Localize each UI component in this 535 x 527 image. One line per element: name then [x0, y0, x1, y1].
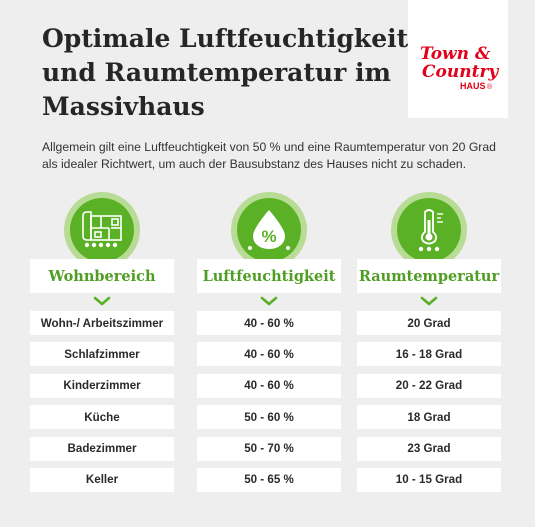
humidity-cell: 50 - 60 %: [197, 405, 341, 430]
room-cell: Küche: [30, 405, 174, 430]
humidity-cell: 40 - 60 %: [197, 311, 341, 335]
temperature-cell: 18 Grad: [357, 405, 501, 430]
humidity-cell: 40 - 60 %: [197, 342, 341, 367]
icon-badge: [391, 192, 467, 268]
logo-wordmark: Town & Country HAUS ®: [420, 44, 499, 91]
temperature-cell: 20 Grad: [357, 311, 501, 335]
title-line-2: und Raumtemperatur im: [42, 58, 391, 87]
humidity-cell: 40 - 60 %: [197, 373, 341, 398]
logo-line-3: HAUS: [460, 81, 486, 91]
temperature-cell: 20 - 22 Grad: [357, 373, 501, 398]
column-header: Raumtemperatur: [357, 259, 501, 293]
icon-badge: %: [231, 192, 307, 268]
logo-registered: ®: [487, 83, 493, 91]
humidity-drop-icon: %: [248, 210, 290, 250]
temperature-cell: 16 - 18 Grad: [357, 342, 501, 367]
room-cell: Wohn-/ Arbeitszimmer: [30, 311, 174, 335]
column-header: Luftfeuchtigkeit: [197, 259, 341, 293]
logo-line-1: Town &: [420, 44, 491, 64]
column-header: Wohnbereich: [30, 259, 174, 293]
temperature-cell: 23 Grad: [357, 436, 501, 461]
logo-line-2: Country: [422, 62, 499, 82]
town-country-logo: Town & Country HAUS ®: [408, 0, 508, 118]
humidity-cell: 50 - 70 %: [197, 436, 341, 461]
room-cell: Keller: [30, 467, 174, 492]
chevron-down-icon: [420, 296, 438, 306]
temperature-cell: 10 - 15 Grad: [357, 467, 501, 492]
thermometer-icon: [418, 209, 443, 252]
room-cell: Kinderzimmer: [30, 373, 174, 398]
room-cell: Badezimmer: [30, 436, 174, 461]
title-line-1: Optimale Luftfeuchtigkeit: [42, 24, 409, 53]
title-line-3: Massivhaus: [42, 92, 205, 121]
icon-badge: [64, 192, 140, 268]
page-title: Optimale Luftfeuchtigkeit und Raumtemper…: [42, 22, 412, 124]
chevron-down-icon: [260, 296, 278, 306]
humidity-cell: 50 - 65 %: [197, 467, 341, 492]
percent-glyph: %: [261, 227, 276, 246]
room-cell: Schlafzimmer: [30, 342, 174, 367]
chevron-down-icon: [93, 296, 111, 306]
intro-text: Allgemein gilt eine Luftfeuchtigkeit von…: [42, 140, 496, 171]
floorplan-icon: [82, 211, 122, 248]
